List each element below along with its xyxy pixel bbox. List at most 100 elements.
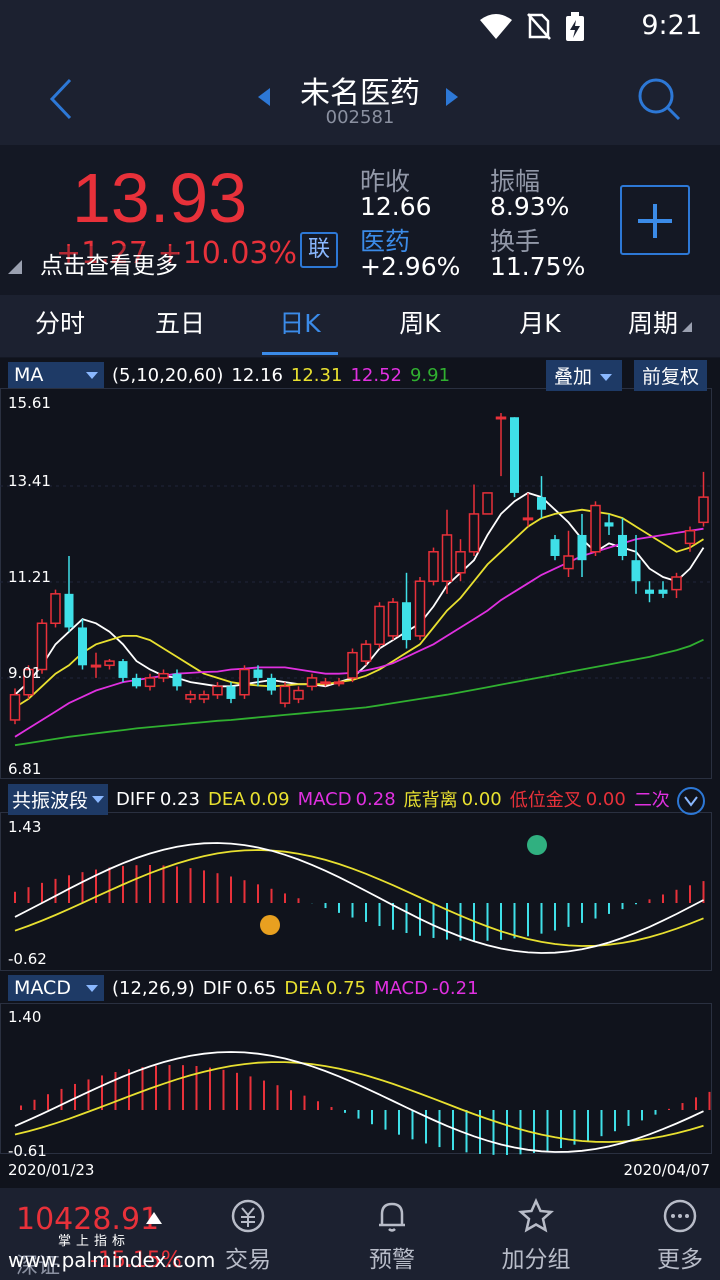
wave-indicator-row: 共振波段 DIFF 0.23 DEA 0.09 MACD 0.28 底背离 0.…: [8, 783, 670, 815]
macd-selector[interactable]: MACD: [8, 975, 104, 1001]
candle-body: [226, 686, 236, 699]
star-icon: [518, 1198, 554, 1233]
candle-body: [522, 517, 534, 521]
stock-code: 002581: [325, 107, 395, 128]
adjust-button[interactable]: 前复权: [634, 360, 708, 391]
tab-label: 日K: [279, 309, 321, 338]
sector-label[interactable]: 医药: [360, 227, 411, 256]
macd-macd-value: -0.21: [431, 977, 479, 999]
candle-body: [333, 681, 345, 685]
macd-y-top: 1.40: [8, 1008, 42, 1026]
candle-body: [198, 693, 210, 700]
candle-body: [239, 668, 250, 696]
change-value: +1.27: [56, 236, 148, 271]
wave-selector[interactable]: 共振波段: [8, 783, 109, 815]
tab-label: 分时: [34, 309, 85, 338]
period-tabs: 分时 五日 日K 周K 月K 周期: [0, 295, 720, 357]
dea-value: 0.09: [249, 788, 290, 810]
wave-y-bottom: -0.62: [8, 950, 47, 968]
indicator-settings-icon[interactable]: [676, 786, 706, 816]
index-value[interactable]: 10428.91: [16, 1202, 160, 1237]
add-watchlist-button[interactable]: [620, 185, 690, 255]
nav-add-group[interactable]: 加分组: [476, 1198, 596, 1274]
change-pct: +10.03%: [157, 236, 298, 271]
related-button[interactable]: 联: [300, 232, 338, 268]
candle-body: [671, 576, 682, 591]
y-axis-4: 9.01: [8, 664, 42, 682]
back-icon[interactable]: [40, 74, 84, 124]
bottom-bar: 10428.91 深证 -15.15% 掌上指标 www.palmindex.c…: [0, 1188, 720, 1280]
ma60-value: 9.91: [409, 364, 451, 386]
tab-intraday[interactable]: 分时: [0, 295, 120, 357]
nav-more[interactable]: 更多: [620, 1198, 720, 1274]
candle-body: [132, 677, 141, 687]
amplitude-label: 振幅: [490, 167, 541, 196]
candle-body: [428, 551, 439, 582]
y-axis-top: 15.61: [8, 394, 51, 412]
diff-value: 0.23: [159, 788, 200, 810]
candle-body: [9, 693, 21, 721]
tab-label: 五日: [154, 309, 205, 338]
candle-body: [23, 668, 34, 696]
diff-label: DIFF: [116, 788, 156, 810]
candle-body: [402, 602, 411, 641]
tab-period[interactable]: 周期: [600, 295, 720, 357]
index-up-arrow-icon: [146, 1212, 162, 1224]
wave-name: 共振波段: [12, 789, 89, 812]
candle-body: [212, 685, 223, 696]
ma-name: MA: [14, 364, 44, 386]
y-axis-2: 13.41: [8, 472, 51, 490]
index-name: 深证: [16, 1254, 61, 1279]
prev-close-value: 12.66: [360, 192, 432, 221]
date-start: 2020/01/23: [8, 1161, 95, 1179]
nav-label: 预警: [369, 1247, 415, 1273]
candle-body: [374, 605, 385, 646]
dea-line: [14, 849, 704, 947]
candle-body: [537, 497, 546, 510]
macd-name: MACD: [14, 977, 71, 999]
amplitude-value: 8.93%: [490, 192, 570, 221]
candle-body: [414, 580, 426, 637]
dropdown-icon: [86, 984, 98, 992]
candle-body: [590, 504, 601, 553]
dif-label: DIF: [202, 977, 233, 999]
tab-five-day[interactable]: 五日: [120, 295, 240, 357]
jincha-label: 低位金叉: [509, 790, 582, 811]
more-icon: [663, 1199, 697, 1233]
y-axis-3: 11.21: [8, 568, 51, 586]
index-pct: -15.15%: [90, 1248, 182, 1273]
prev-stock-icon[interactable]: [258, 88, 270, 106]
candle-body: [347, 651, 358, 679]
macd-panel-frame: [0, 1003, 712, 1154]
wifi-icon: [480, 14, 512, 39]
kline-chart[interactable]: [0, 358, 720, 1188]
next-stock-icon[interactable]: [446, 88, 458, 106]
nav-label: 更多: [657, 1247, 703, 1273]
more-info-link[interactable]: 点击查看更多: [40, 246, 178, 280]
macd-value: 0.28: [355, 788, 396, 810]
candle-body: [185, 693, 196, 700]
prev-close-label: 昨收: [360, 167, 411, 196]
ma10-value: 12.31: [290, 364, 343, 386]
tab-weekly-k[interactable]: 周K: [360, 295, 480, 357]
candle-body: [360, 643, 372, 662]
chart-area[interactable]: MA (5,10,20,60) 12.16 12.31 12.52 9.91 叠…: [0, 358, 720, 1188]
ma-indicator-row: MA (5,10,20,60) 12.16 12.31 12.52 9.91: [8, 360, 450, 390]
tab-monthly-k[interactable]: 月K: [480, 295, 600, 357]
nav-alert[interactable]: 预警: [332, 1198, 452, 1274]
dropdown-icon: [86, 371, 98, 379]
candle-body: [306, 677, 318, 688]
candle-body: [320, 681, 331, 685]
overlay-button[interactable]: 叠加: [546, 360, 622, 391]
candle-body: [64, 593, 74, 628]
macd-dif-line: [14, 1051, 704, 1153]
dif-value: 0.65: [236, 977, 277, 999]
search-icon[interactable]: [636, 76, 682, 122]
tab-daily-k[interactable]: 日K: [240, 295, 360, 357]
quote-panel[interactable]: 13.93 +1.27 +10.03% 点击查看更多 联 昨收 12.66 医药…: [0, 148, 720, 293]
ma-selector[interactable]: MA: [8, 362, 104, 388]
status-time: 9:21: [641, 10, 702, 41]
dead-cross-marker: [527, 835, 547, 855]
nav-trade[interactable]: 交易: [188, 1198, 308, 1274]
candle-body: [293, 689, 304, 700]
